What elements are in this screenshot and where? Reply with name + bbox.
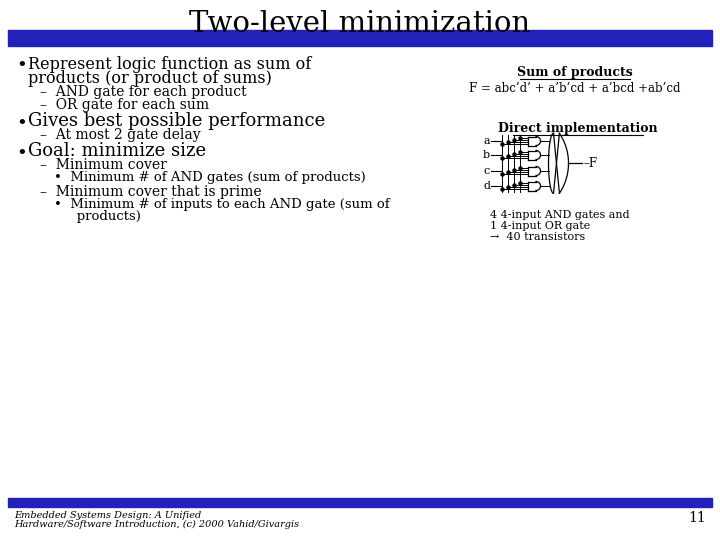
Text: products (or product of sums): products (or product of sums) — [28, 70, 272, 87]
Text: Represent logic function as sum of: Represent logic function as sum of — [28, 56, 311, 73]
Text: •: • — [16, 56, 27, 74]
Text: Two-level minimization: Two-level minimization — [189, 10, 531, 38]
Text: d: d — [483, 181, 490, 191]
Text: –  Minimum cover that is prime: – Minimum cover that is prime — [40, 185, 261, 199]
Text: –F: –F — [583, 157, 598, 170]
Text: a: a — [483, 136, 490, 146]
Text: products): products) — [64, 210, 141, 223]
Text: 11: 11 — [688, 511, 706, 525]
Bar — [8, 498, 712, 507]
Text: c: c — [484, 166, 490, 176]
Text: Embedded Systems Design: A Unified: Embedded Systems Design: A Unified — [14, 511, 202, 520]
Text: –  AND gate for each product: – AND gate for each product — [40, 85, 247, 99]
Text: •  Minimum # of inputs to each AND gate (sum of: • Minimum # of inputs to each AND gate (… — [54, 198, 390, 211]
Text: 1 4-input OR gate: 1 4-input OR gate — [490, 221, 590, 231]
Text: •  Minimum # of AND gates (sum of products): • Minimum # of AND gates (sum of product… — [54, 171, 366, 184]
Bar — [8, 30, 712, 46]
Text: →  40 transistors: → 40 transistors — [490, 232, 585, 242]
Text: –  Minimum cover: – Minimum cover — [40, 158, 167, 172]
Text: Sum of products: Sum of products — [517, 66, 633, 79]
Text: –  OR gate for each sum: – OR gate for each sum — [40, 98, 209, 112]
Text: Goal: minimize size: Goal: minimize size — [28, 142, 206, 160]
Text: •: • — [16, 114, 27, 132]
Text: Gives best possible performance: Gives best possible performance — [28, 112, 325, 130]
Text: •: • — [16, 144, 27, 162]
Text: b: b — [483, 150, 490, 160]
Text: Hardware/Software Introduction, (c) 2000 Vahid/Givargis: Hardware/Software Introduction, (c) 2000… — [14, 520, 299, 529]
Text: Direct implementation: Direct implementation — [498, 122, 658, 135]
Text: –  At most 2 gate delay: – At most 2 gate delay — [40, 128, 201, 142]
Text: F = abc’d’ + a’b’cd + a’bcd +ab’cd: F = abc’d’ + a’b’cd + a’bcd +ab’cd — [469, 82, 680, 95]
Text: 4 4-input AND gates and: 4 4-input AND gates and — [490, 210, 629, 220]
